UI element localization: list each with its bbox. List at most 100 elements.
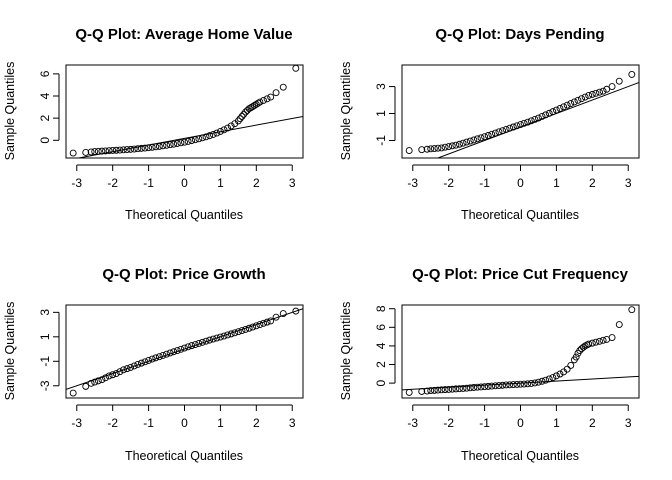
x-tick-label: 1 — [217, 416, 224, 430]
data-point — [130, 362, 138, 370]
data-point — [240, 110, 248, 118]
data-point — [588, 339, 596, 347]
data-point — [466, 384, 474, 392]
y-tick-label: 1 — [374, 110, 388, 117]
x-tick-label: -1 — [143, 416, 154, 430]
data-point — [159, 351, 167, 359]
data-point — [484, 132, 492, 139]
data-point — [202, 337, 210, 345]
y-axis-label: Sample Quantiles — [3, 62, 17, 161]
data-point — [509, 123, 517, 131]
data-point — [499, 381, 506, 389]
data-point — [199, 134, 206, 142]
x-tick-label: -3 — [407, 176, 418, 190]
reference-line — [402, 375, 639, 391]
reference-line — [66, 308, 303, 390]
data-point — [263, 318, 271, 326]
data-point — [477, 134, 485, 142]
data-point — [137, 359, 145, 367]
data-point — [292, 307, 300, 315]
data-point — [134, 145, 142, 153]
data-point — [170, 348, 178, 356]
data-point — [563, 365, 571, 373]
y-tick-label: -1 — [374, 135, 388, 146]
y-tick-label: -3 — [38, 380, 52, 391]
data-point — [552, 106, 560, 114]
data-point — [608, 334, 616, 341]
data-point — [491, 129, 499, 137]
data-point — [423, 145, 431, 153]
x-axis-label: Theoretical Quantiles — [125, 208, 243, 222]
data-point — [452, 385, 460, 393]
data-point — [495, 382, 503, 389]
data-point — [596, 337, 603, 345]
data-point — [152, 143, 160, 151]
panel-title: Q-Q Plot: Days Pending — [435, 26, 604, 43]
y-tick-label: 2 — [374, 361, 388, 368]
x-tick-label: 3 — [625, 416, 632, 430]
data-point — [481, 133, 489, 141]
data-point — [152, 354, 160, 362]
data-point — [155, 142, 163, 150]
data-point — [202, 133, 210, 141]
data-point — [238, 113, 246, 120]
data-point — [227, 122, 235, 130]
data-point — [91, 378, 99, 386]
data-point — [524, 118, 532, 126]
data-point — [249, 103, 257, 110]
x-tick-label: -1 — [479, 416, 490, 430]
data-point — [98, 376, 106, 384]
data-point — [527, 117, 535, 125]
data-point — [448, 385, 456, 393]
data-point — [628, 306, 636, 314]
data-point — [234, 328, 242, 336]
data-point — [252, 322, 260, 330]
data-point — [405, 147, 413, 155]
data-point — [116, 146, 124, 154]
data-point — [560, 103, 568, 111]
data-point — [517, 380, 524, 388]
x-tick-label: 3 — [625, 176, 632, 190]
data-point — [263, 95, 271, 103]
data-point — [98, 147, 106, 155]
data-point — [112, 370, 120, 377]
data-point — [123, 146, 131, 154]
data-point — [112, 146, 120, 154]
x-axis-label: Theoretical Quantiles — [461, 208, 579, 222]
data-point — [251, 101, 258, 109]
data-point — [148, 143, 156, 151]
data-point — [499, 127, 506, 135]
data-point — [488, 130, 496, 138]
data-point — [249, 323, 257, 331]
data-point — [163, 350, 170, 358]
data-point — [599, 87, 607, 95]
panel-title: Q-Q Plot: Price Growth — [102, 266, 265, 283]
data-point — [596, 88, 603, 96]
data-point — [267, 93, 275, 101]
x-tick-label: 2 — [589, 176, 596, 190]
data-point — [466, 137, 474, 145]
data-point — [163, 141, 170, 149]
data-point — [109, 147, 117, 154]
data-point — [456, 385, 463, 393]
x-tick-label: -3 — [407, 416, 418, 430]
data-point — [91, 148, 99, 156]
data-point — [116, 368, 124, 376]
data-point — [188, 137, 196, 145]
y-axis-label: Sample Quantiles — [339, 302, 353, 401]
data-point — [220, 126, 228, 134]
data-point — [216, 333, 224, 341]
data-point — [567, 100, 575, 107]
qq-panel-days-pending: Q-Q Plot: Days Pending Theoretical Quant… — [339, 26, 640, 222]
data-point — [628, 70, 636, 78]
data-point — [227, 330, 235, 338]
data-point — [502, 381, 510, 389]
data-point — [549, 374, 557, 381]
data-point — [459, 384, 467, 392]
data-point — [427, 145, 435, 153]
data-point — [120, 146, 127, 154]
y-tick-label: 3 — [374, 83, 388, 90]
data-point — [506, 124, 514, 132]
data-point — [438, 386, 445, 394]
data-point — [574, 96, 582, 104]
